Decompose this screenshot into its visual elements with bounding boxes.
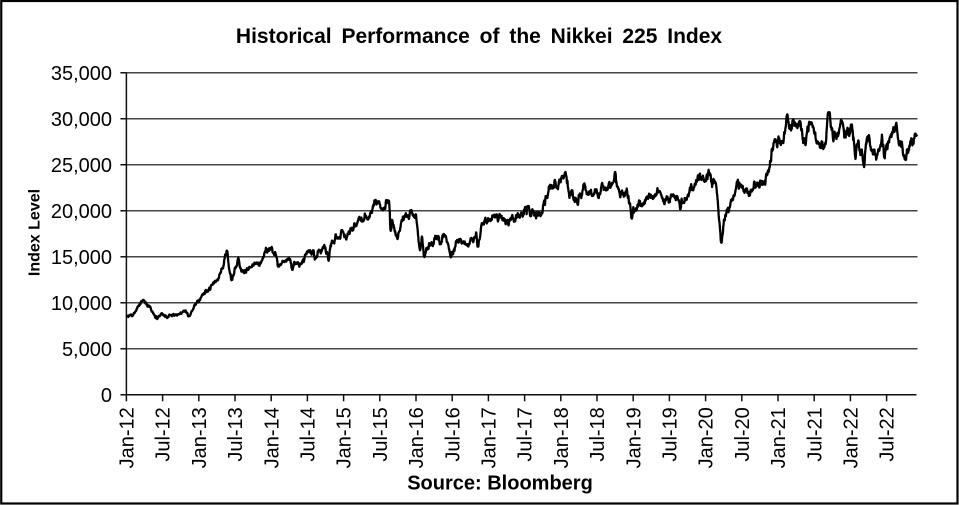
- svg-text:Jul-19: Jul-19: [660, 407, 682, 461]
- svg-text:Jan-17: Jan-17: [479, 407, 501, 468]
- svg-text:Jul-22: Jul-22: [877, 407, 899, 461]
- svg-text:30,000: 30,000: [51, 109, 112, 131]
- svg-text:Source: Bloomberg: Source: Bloomberg: [407, 473, 593, 495]
- svg-text:Jan-15: Jan-15: [334, 407, 356, 468]
- svg-text:Jan-22: Jan-22: [841, 407, 863, 468]
- svg-text:Index Level: Index Level: [27, 189, 44, 276]
- svg-text:Jul-18: Jul-18: [587, 407, 609, 461]
- svg-text:35,000: 35,000: [51, 63, 112, 85]
- svg-text:Historical Performance of the: Historical Performance of the Nikkei 225…: [236, 25, 722, 48]
- svg-text:Jan-13: Jan-13: [189, 407, 211, 468]
- svg-text:Jan-21: Jan-21: [768, 407, 790, 468]
- svg-text:Jul-20: Jul-20: [732, 407, 754, 461]
- svg-text:10,000: 10,000: [51, 293, 112, 315]
- svg-text:Jul-17: Jul-17: [515, 407, 537, 461]
- svg-text:20,000: 20,000: [51, 201, 112, 223]
- svg-text:25,000: 25,000: [51, 155, 112, 177]
- svg-text:Jul-13: Jul-13: [225, 407, 247, 461]
- svg-text:Jan-16: Jan-16: [406, 407, 428, 468]
- svg-text:Jan-14: Jan-14: [261, 407, 283, 468]
- svg-text:Jul-21: Jul-21: [804, 407, 826, 461]
- svg-text:5,000: 5,000: [62, 339, 112, 361]
- svg-text:0: 0: [101, 385, 112, 407]
- svg-text:Jan-18: Jan-18: [551, 407, 573, 468]
- svg-text:15,000: 15,000: [51, 247, 112, 269]
- svg-text:Jul-12: Jul-12: [153, 407, 175, 461]
- svg-text:Jan-20: Jan-20: [696, 407, 718, 468]
- svg-text:Jan-19: Jan-19: [623, 407, 645, 468]
- svg-text:Jan-12: Jan-12: [117, 407, 139, 468]
- svg-text:Jul-14: Jul-14: [298, 407, 320, 461]
- svg-text:Jul-15: Jul-15: [370, 407, 392, 461]
- svg-text:Jul-16: Jul-16: [442, 407, 464, 461]
